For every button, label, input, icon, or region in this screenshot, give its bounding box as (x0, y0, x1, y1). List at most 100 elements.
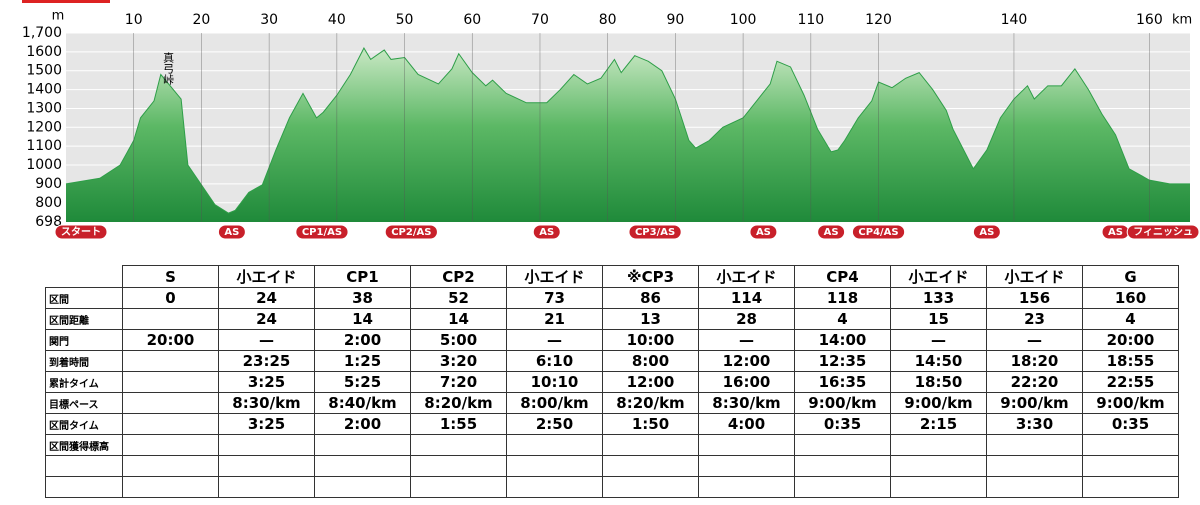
cell: 2:00 (314, 413, 411, 435)
cell: — (218, 329, 315, 351)
cell: 38 (314, 287, 411, 309)
marker-label: AS (1108, 227, 1123, 238)
cell: 8:00/km (506, 392, 603, 414)
cell: 114 (698, 287, 795, 309)
cell: 6:10 (506, 350, 603, 372)
cell: 133 (890, 287, 987, 309)
row-label: 累計タイム (45, 371, 123, 393)
marker: AS (817, 224, 846, 240)
row-label: 関門 (45, 329, 123, 351)
y-tick-label: 1300 (26, 100, 62, 116)
cell: 22:55 (1082, 371, 1179, 393)
x-axis-label: km (1172, 13, 1192, 28)
y-tick-label: 800 (35, 195, 62, 211)
cell (410, 476, 507, 498)
cell: 10:00 (602, 329, 699, 351)
marker: AS (972, 224, 1001, 240)
cell: 小エイド (218, 265, 315, 288)
marker: スタート (54, 224, 108, 240)
cell: 23 (986, 308, 1083, 330)
x-tick-label: 50 (396, 12, 414, 28)
cell: 3:25 (218, 371, 315, 393)
cell: 8:00 (602, 350, 699, 372)
cell (506, 455, 603, 477)
x-tick-label: 70 (531, 12, 549, 28)
y-tick-label: 1000 (26, 157, 62, 173)
x-tick-label: 10 (125, 12, 143, 28)
row-label (45, 455, 123, 477)
table-row: 区間 0 24 38 52 73 86 114 118 133 156 160 (45, 287, 1179, 309)
cell: 14:50 (890, 350, 987, 372)
cell (890, 455, 987, 477)
y-tick-label: 1600 (26, 44, 62, 60)
cell: 9:00/km (1082, 392, 1179, 414)
marker-badge (295, 224, 349, 240)
cell: 4 (1082, 308, 1179, 330)
cell (890, 434, 987, 456)
cell: 5:00 (410, 329, 507, 351)
marker-badge (1126, 224, 1200, 240)
marker: AS (1101, 224, 1130, 240)
marker-badge (817, 224, 846, 240)
cell: 8:30/km (698, 392, 795, 414)
cell: 2:00 (314, 329, 411, 351)
cell: 0 (122, 287, 219, 309)
x-tick-label: 30 (260, 12, 278, 28)
marker-label: フィニッシュ (1133, 226, 1193, 238)
cell: G (1082, 265, 1179, 288)
cell: 4:00 (698, 413, 795, 435)
cell: 8:20/km (602, 392, 699, 414)
cell: S (122, 265, 219, 288)
marker-badge (972, 224, 1001, 240)
cell: 12:35 (794, 350, 891, 372)
cell (122, 476, 219, 498)
cell: — (698, 329, 795, 351)
cell (986, 476, 1083, 498)
schedule-table: S 小エイド CP1 CP2 小エイド ※CP3 小エイド CP4 小エイド 小エイド G 区間 0 24… (45, 265, 1179, 498)
cell: 12:00 (698, 350, 795, 372)
cell: 8:30/km (218, 392, 315, 414)
cell (698, 434, 795, 456)
cell: 14:00 (794, 329, 891, 351)
cell: 21 (506, 308, 603, 330)
x-tick-label: 140 (1001, 12, 1028, 28)
cell: 20:00 (122, 329, 219, 351)
x-tick-label: 40 (328, 12, 346, 28)
cell: 3:20 (410, 350, 507, 372)
cell (122, 371, 219, 393)
marker-label: AS (224, 227, 239, 238)
cell: 小エイド (890, 265, 987, 288)
cell (794, 455, 891, 477)
cell (1082, 455, 1179, 477)
table-row: 累計タイム 3:25 5:25 7:20 10:10 12:00 16:00 16:35 18:… (45, 371, 1179, 393)
cell (122, 455, 219, 477)
cell: 3:25 (218, 413, 315, 435)
marker-label: AS (539, 227, 554, 238)
cell: 小エイド (698, 265, 795, 288)
cell: 28 (698, 308, 795, 330)
cell: CP1 (314, 265, 411, 288)
cell: 小エイド (506, 265, 603, 288)
marker: AS (532, 224, 561, 240)
cell (1082, 434, 1179, 456)
marker: CP3/AS (628, 224, 682, 240)
table-row: 関門 20:00—2:00 5:00—10:00—14:00— —20:00 (45, 329, 1179, 351)
cell: 24 (218, 287, 315, 309)
cell: 4 (794, 308, 891, 330)
cell: 18:55 (1082, 350, 1179, 372)
cell: 1:50 (602, 413, 699, 435)
y-tick-label: 1100 (26, 138, 62, 154)
y-axis-label: m (52, 9, 65, 24)
x-tick-label: 160 (1136, 12, 1163, 28)
cell (218, 476, 315, 498)
row-label (45, 265, 123, 288)
marker-label: スタート (61, 226, 101, 238)
marker: AS (749, 224, 778, 240)
cell (218, 434, 315, 456)
marker-label: AS (824, 227, 839, 238)
cell (1082, 476, 1179, 498)
marker-label: CP4/AS (858, 227, 898, 238)
x-tick-label: 80 (599, 12, 617, 28)
cell: — (986, 329, 1083, 351)
cell (602, 434, 699, 456)
